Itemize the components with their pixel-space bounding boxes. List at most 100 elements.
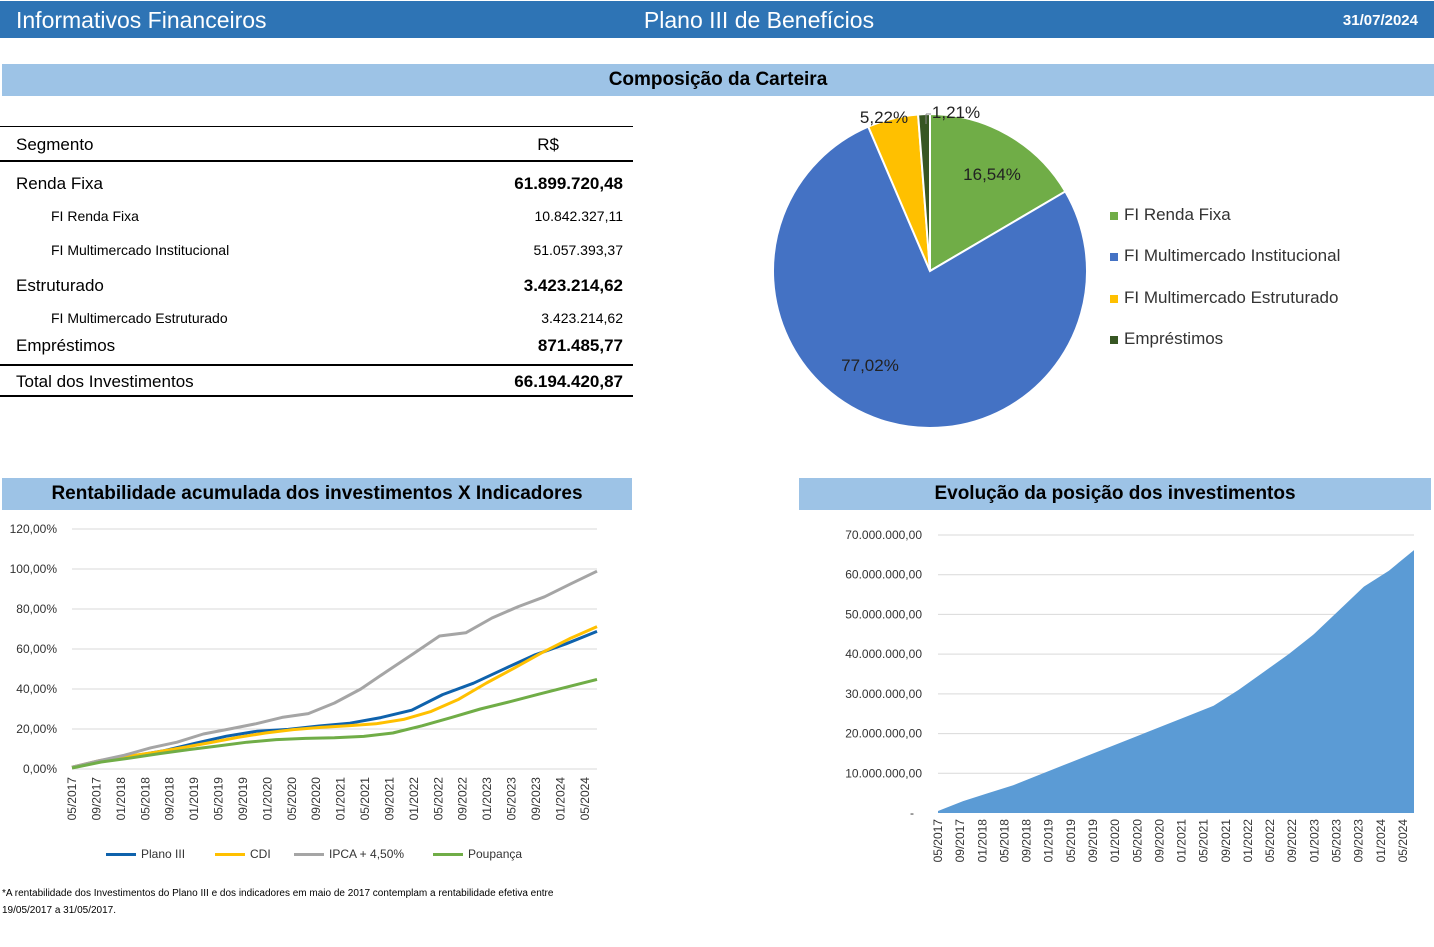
x-tick-label: 05/2019 xyxy=(212,777,226,821)
row-label: Renda Fixa xyxy=(16,174,103,193)
series-line xyxy=(71,677,598,770)
y-tick-label: 120,00% xyxy=(10,522,58,536)
x-tick-label: 09/2020 xyxy=(1152,819,1166,863)
pie-data-label: 1,21% xyxy=(932,103,980,122)
x-tick-label: 09/2022 xyxy=(1285,819,1299,863)
line-legend-item: Plano III xyxy=(106,847,185,861)
table-header-rule xyxy=(0,160,633,162)
header-bar: Informativos Financeiros Plano III de Be… xyxy=(0,1,1434,38)
pie-legend-item: FI Renda Fixa xyxy=(1110,205,1231,225)
line-legend-item: CDI xyxy=(215,847,271,861)
x-tick-label: 01/2022 xyxy=(407,777,421,821)
x-tick-label: 05/2024 xyxy=(1396,819,1410,863)
plan-title: Plano III de Benefícios xyxy=(643,7,875,33)
pie-data-label: 16,54% xyxy=(963,165,1021,184)
x-tick-label: 09/2021 xyxy=(382,777,396,821)
legend-label: Poupança xyxy=(468,847,523,861)
y-tick-label: 50.000.000,00 xyxy=(845,607,922,621)
area-chart: - 10.000.000,00 20.000.000,00 30.000.000,00… xyxy=(845,528,1414,863)
x-tick-label: 05/2019 xyxy=(1064,819,1078,863)
col-value: R$ xyxy=(537,135,559,154)
y-tick-label: - xyxy=(910,806,914,820)
x-tick-label: 01/2021 xyxy=(1175,819,1189,863)
x-tick-label: 05/2018 xyxy=(138,777,152,821)
series-line xyxy=(71,625,598,769)
legend-swatch xyxy=(1110,294,1118,303)
x-tick-label: 01/2024 xyxy=(1374,819,1388,863)
row-value: 51.057.393,37 xyxy=(533,242,623,258)
legend-swatch xyxy=(1110,211,1118,220)
legend-label: Plano III xyxy=(141,847,186,861)
y-tick-label: 30.000.000,00 xyxy=(845,687,922,701)
y-tick-label: 60.000.000,00 xyxy=(845,568,922,582)
x-tick-label: 05/2023 xyxy=(1330,819,1344,863)
row-label: FI Multimercado Estruturado xyxy=(51,310,228,326)
row-value: 61.899.720,48 xyxy=(514,174,623,193)
x-tick-label: 09/2019 xyxy=(236,777,250,821)
legend-swatch xyxy=(1110,335,1118,344)
row-value: 3.423.214,62 xyxy=(523,276,623,295)
x-tick-label: 01/2019 xyxy=(1042,819,1056,863)
x-tick-label: 01/2024 xyxy=(553,777,567,821)
section-returns-title: Rentabilidade acumulada dos investimento… xyxy=(2,478,632,510)
pie-legend-item: Empréstimos xyxy=(1110,329,1223,349)
x-tick-label: 05/2023 xyxy=(505,777,519,821)
legend-label: CDI xyxy=(250,847,271,861)
pie-legend-item: FI Multimercado Institucional xyxy=(1110,246,1340,266)
legend-line xyxy=(215,853,245,857)
y-tick-label: 60,00% xyxy=(16,642,57,656)
y-tick-label: 70.000.000,00 xyxy=(845,528,922,542)
table-total-rule xyxy=(0,364,633,366)
pie-data-label: 77,02% xyxy=(841,356,899,375)
series-line xyxy=(71,569,598,769)
x-tick-label: 09/2022 xyxy=(456,777,470,821)
line-legend-item: IPCA + 4,50% xyxy=(294,847,404,861)
pie-chart: 16,54% 77,02% 5,22% 1,21% xyxy=(772,103,1088,429)
x-tick-label: 01/2022 xyxy=(1241,819,1255,863)
x-tick-label: 01/2023 xyxy=(1307,819,1321,863)
legend-label: Empréstimos xyxy=(1124,329,1224,348)
pie-data-label: 5,22% xyxy=(860,108,908,127)
x-tick-label: 09/2018 xyxy=(1020,819,1034,863)
pie-slice xyxy=(929,112,1067,273)
x-tick-label: 05/2021 xyxy=(1197,819,1211,863)
app-title: Informativos Financeiros xyxy=(16,7,267,33)
total-label: Total dos Investimentos xyxy=(16,372,194,391)
legend-line xyxy=(294,853,324,857)
y-tick-label: 100,00% xyxy=(10,562,58,576)
total-value: 66.194.420,87 xyxy=(514,372,623,391)
y-tick-label: 80,00% xyxy=(16,602,57,616)
row-label: FI Renda Fixa xyxy=(51,208,139,224)
y-tick-label: 40.000.000,00 xyxy=(845,647,922,661)
row-value: 871.485,77 xyxy=(537,336,623,355)
x-tick-label: 01/2020 xyxy=(260,777,274,821)
x-tick-label: 01/2023 xyxy=(480,777,494,821)
row-label: Empréstimos xyxy=(16,336,116,355)
table-bottom-rule xyxy=(0,395,633,397)
x-tick-label: 01/2018 xyxy=(114,777,128,821)
x-tick-label: 01/2019 xyxy=(187,777,201,821)
pie-legend-item: FI Multimercado Estruturado xyxy=(1110,288,1338,308)
x-tick-label: 01/2021 xyxy=(334,777,348,821)
x-tick-label: 05/2017 xyxy=(65,777,79,821)
x-tick-label: 01/2018 xyxy=(975,819,989,863)
col-segment: Segmento xyxy=(16,135,94,154)
legend-line xyxy=(106,853,136,857)
y-tick-label: 10.000.000,00 xyxy=(845,766,922,780)
x-tick-label: 09/2018 xyxy=(163,777,177,821)
x-tick-label: 09/2019 xyxy=(1086,819,1100,863)
line-legend-item: Poupança xyxy=(433,847,522,861)
legend-label: FI Multimercado Institucional xyxy=(1124,246,1341,265)
table-header: Segmento R$ xyxy=(0,135,633,155)
area-series xyxy=(938,550,1414,813)
section-position-title: Evolução da posição dos investimentos xyxy=(799,478,1431,510)
row-label: Estruturado xyxy=(16,276,104,295)
x-tick-label: 05/2021 xyxy=(358,777,372,821)
x-tick-label: 05/2017 xyxy=(931,819,945,863)
footnote: *A rentabilidade dos Investimentos do Pl… xyxy=(2,888,554,916)
legend-label: IPCA + 4,50% xyxy=(329,847,405,861)
row-value: 10.842.327,11 xyxy=(534,208,624,224)
legend-label: FI Renda Fixa xyxy=(1124,205,1231,224)
x-tick-label: 09/2017 xyxy=(953,819,967,863)
section-composition-title: Composição da Carteira xyxy=(2,64,1434,96)
